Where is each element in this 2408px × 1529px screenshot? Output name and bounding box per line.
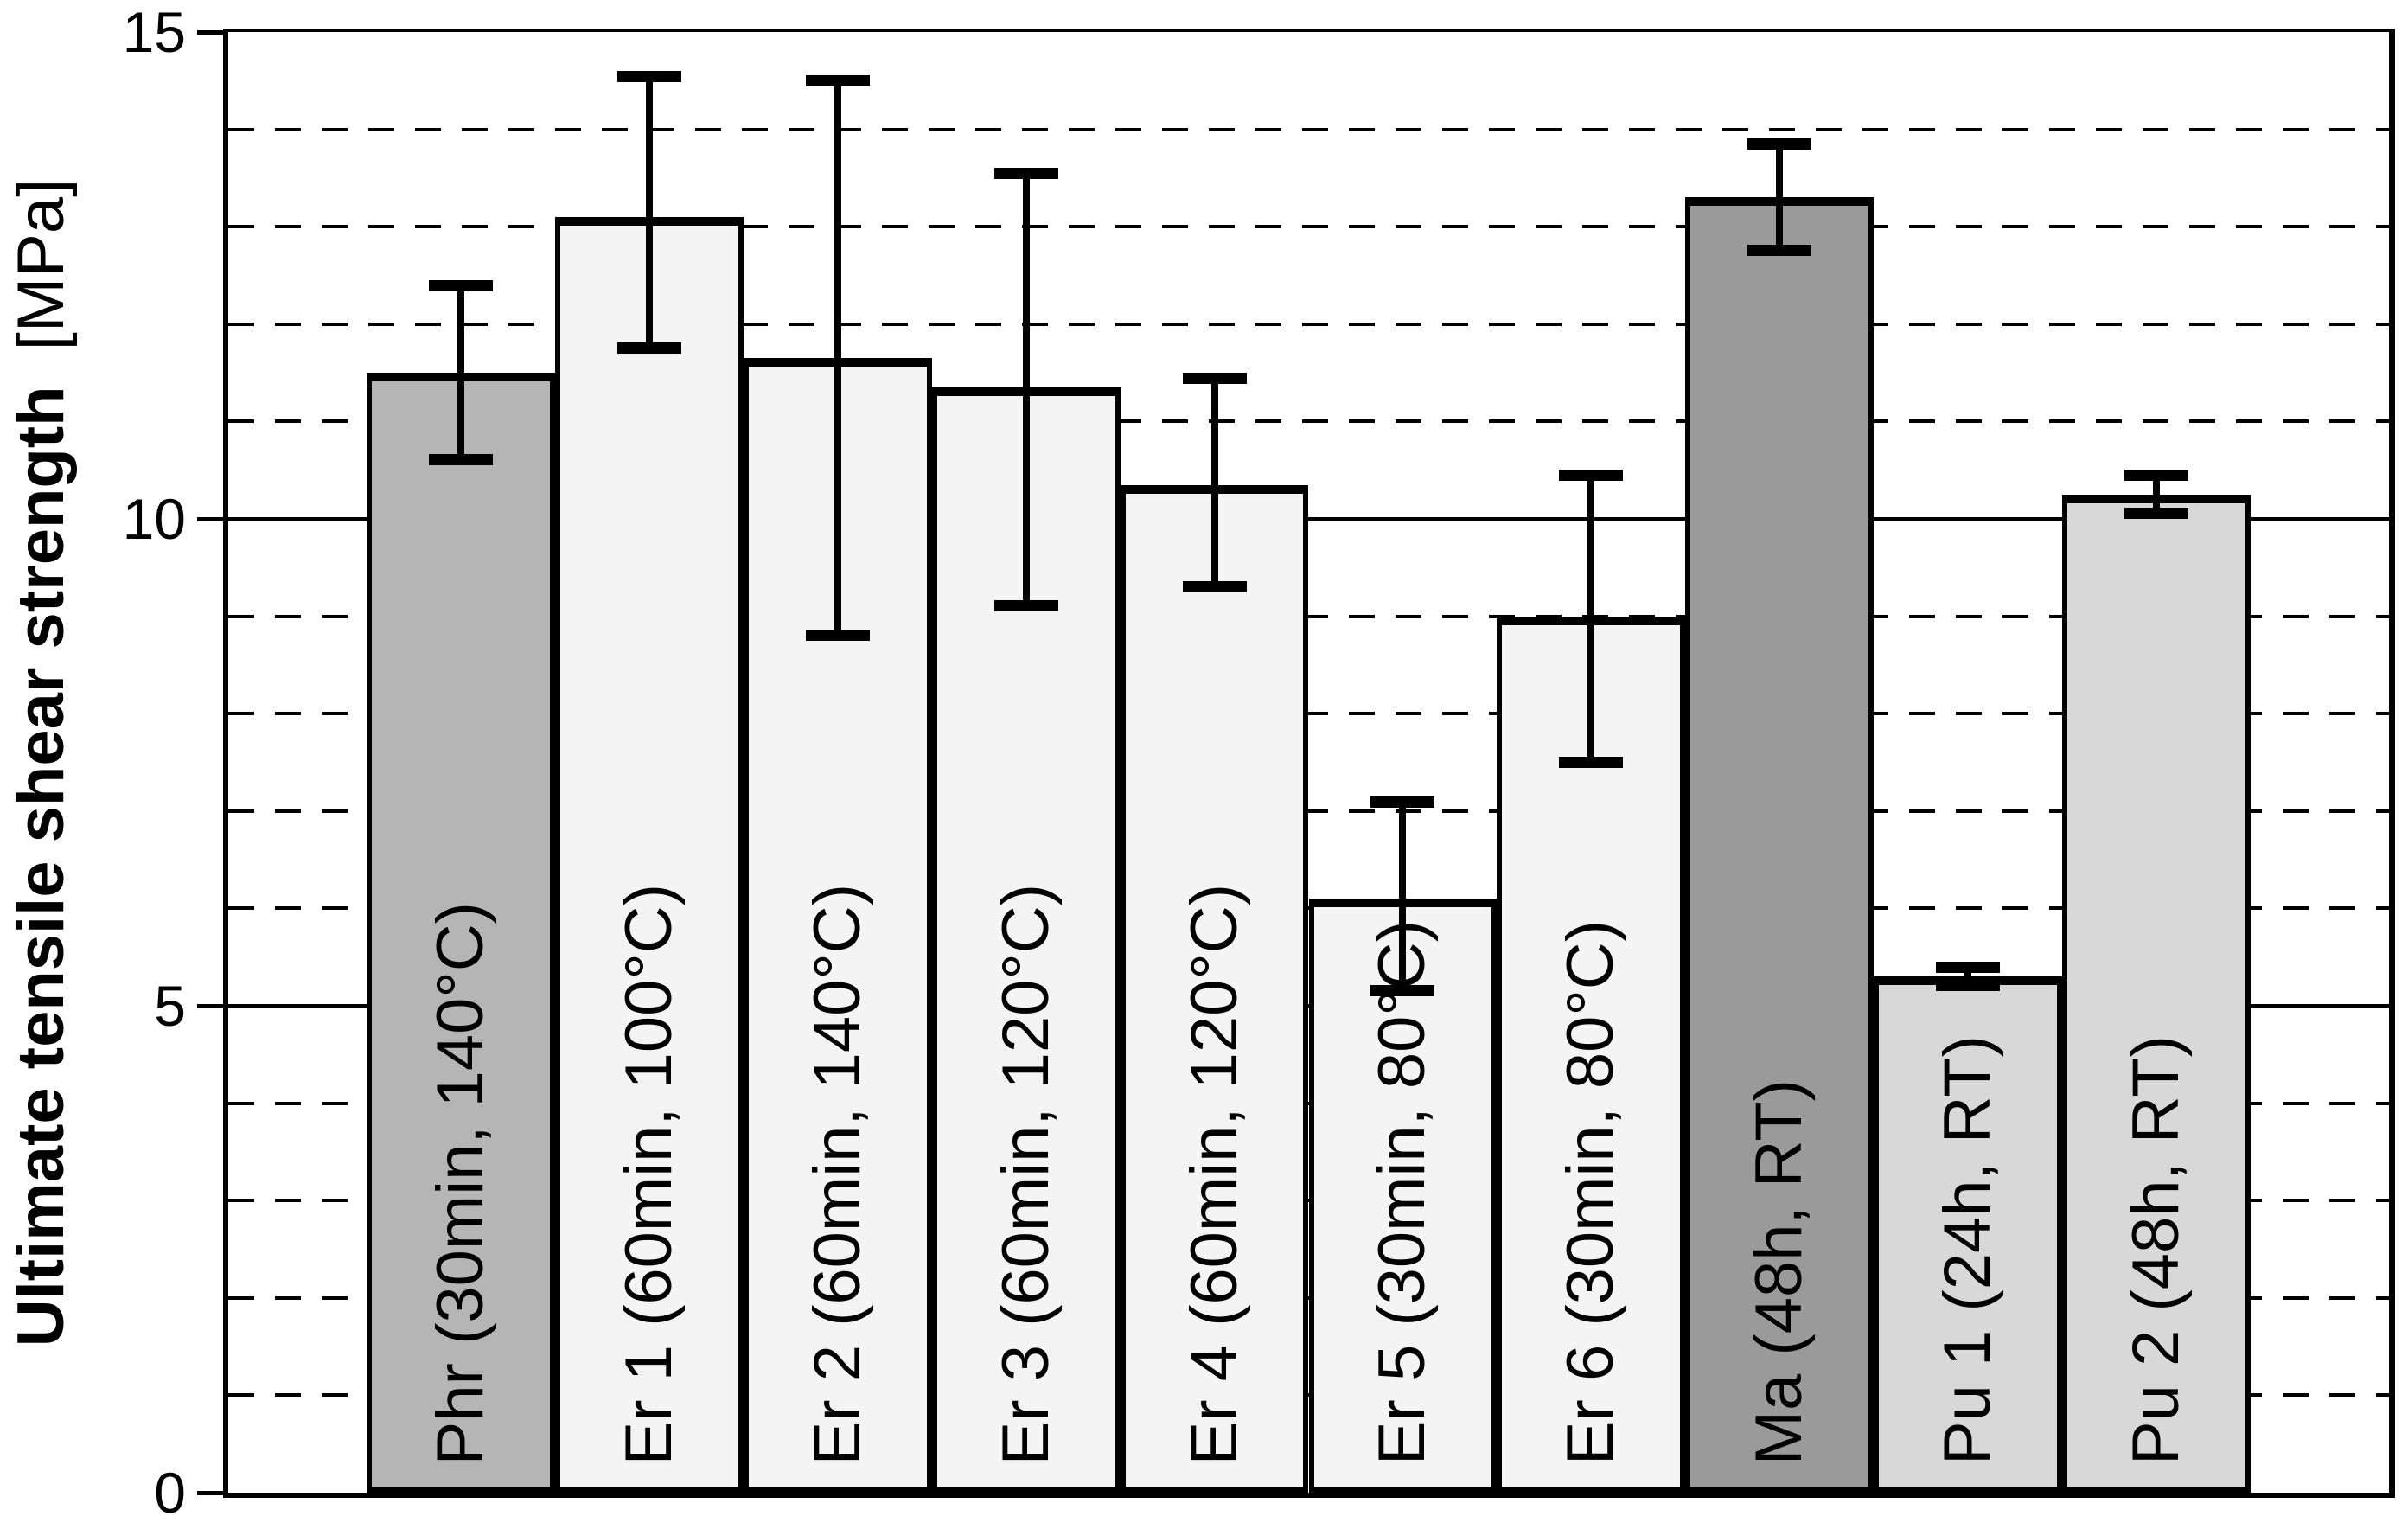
error-bar-line	[1210, 377, 1218, 587]
error-bar-cap-top	[1747, 138, 1812, 150]
bar-label-wrap: Er 1 (60min, 100°C)	[560, 884, 738, 1465]
y-tick-label-5: 5	[154, 974, 186, 1038]
error-bar-cap-top	[1182, 372, 1247, 384]
y-tick-label-15: 15	[122, 0, 186, 64]
bar-label: Ma (48h, RT)	[1742, 1078, 1817, 1465]
error-bar-line	[1964, 966, 1972, 987]
y-axis-title: Ultimate tensile shear strength [MPa]	[4, 179, 78, 1347]
error-bar-cap-top	[1936, 961, 2001, 973]
gridline-dashed-7	[228, 809, 2389, 813]
error-bar-cap-bottom	[2124, 508, 2189, 520]
y-axis-unit-label: [MPa]	[4, 178, 78, 351]
bar-label: Er 6 (30min, 80°C)	[1554, 919, 1628, 1465]
gridline-dashed-8	[228, 712, 2389, 716]
gridline-solid-10	[228, 517, 2389, 521]
error-bar-cap-bottom	[616, 342, 681, 354]
y-tick-label-0: 0	[154, 1461, 186, 1525]
bar-label-wrap: Phr (30min, 140°C)	[372, 902, 550, 1465]
error-bar-cap-top	[993, 168, 1058, 180]
gridline-dashed-13	[228, 225, 2389, 229]
y-tick-mark-15	[197, 30, 223, 35]
bar-label: Phr (30min, 140°C)	[423, 901, 497, 1465]
error-bar-cap-bottom	[1747, 245, 1812, 257]
bar-label-wrap: Ma (48h, RT)	[1690, 1079, 1868, 1465]
gridline-dashed-11	[228, 419, 2389, 424]
gridline-dashed-14	[228, 127, 2389, 131]
bar-label-wrap: Pu 2 (48h, RT)	[2067, 1035, 2245, 1465]
bar: Er 4 (60min, 120°C)	[1120, 484, 1309, 1493]
bar-label: Er 3 (60min, 120°C)	[988, 883, 1063, 1465]
error-bar-line	[1399, 801, 1407, 992]
bar: Pu 1 (24h, RT)	[1874, 976, 2063, 1493]
bar-label-wrap: Er 2 (60min, 140°C)	[749, 884, 927, 1465]
bar: Ma (48h, RT)	[1685, 197, 1875, 1493]
bar: Er 1 (60min, 100°C)	[554, 216, 744, 1493]
error-bar-cap-top	[1559, 470, 1624, 482]
error-bar-cap-bottom	[428, 454, 493, 466]
error-bar-line	[457, 285, 464, 461]
error-bar-line	[2153, 475, 2161, 515]
error-bar-line	[1022, 173, 1030, 607]
error-bar-cap-bottom	[1370, 985, 1435, 997]
error-bar-line	[645, 75, 653, 349]
y-tick-mark-5	[197, 1004, 223, 1008]
error-bar-cap-bottom	[1559, 756, 1624, 768]
error-bar-cap-bottom	[1182, 580, 1247, 592]
bar-label-wrap: Er 3 (60min, 120°C)	[937, 884, 1115, 1465]
error-bar-cap-top	[1370, 796, 1435, 808]
bar-label: Er 1 (60min, 100°C)	[611, 883, 686, 1465]
gridline-dashed-9	[228, 614, 2389, 618]
bar-label: Pu 2 (48h, RT)	[2119, 1034, 2194, 1465]
y-tick-mark-10	[197, 517, 223, 521]
y-tick-mark-0	[197, 1491, 223, 1495]
error-bar-line	[1587, 475, 1595, 763]
error-bar-cap-top	[805, 75, 870, 87]
error-bar-cap-top	[2124, 470, 2189, 482]
bar: Pu 2 (48h, RT)	[2062, 494, 2251, 1493]
bar-label: Pu 1 (24h, RT)	[1931, 1034, 2005, 1465]
error-bar-cap-bottom	[993, 600, 1058, 612]
plot-area: Phr (30min, 140°C) Er 1 (60min, 100°C) Er …	[223, 29, 2395, 1498]
bar-label-wrap: Er 4 (60min, 120°C)	[1126, 884, 1304, 1465]
bar-label: Er 2 (60min, 140°C)	[800, 883, 874, 1465]
bar-label-wrap: Er 5 (30min, 80°C)	[1314, 920, 1492, 1465]
bar: Phr (30min, 140°C)	[367, 373, 555, 1493]
bar-label-wrap: Pu 1 (24h, RT)	[1879, 1035, 2057, 1465]
gridline-dashed-12	[228, 322, 2389, 326]
y-tick-label-10: 10	[122, 487, 186, 551]
bar-label: Er 5 (30min, 80°C)	[1365, 919, 1440, 1465]
error-bar-line	[834, 80, 841, 637]
error-bar-cap-top	[428, 279, 493, 291]
bar-label-wrap: Er 6 (30min, 80°C)	[1502, 920, 1680, 1465]
error-bar-cap-bottom	[1936, 980, 2001, 992]
error-bar-line	[1776, 144, 1784, 252]
y-axis-title-text: Ultimate tensile shear strength	[4, 386, 78, 1347]
bar-label: Er 4 (60min, 120°C)	[1177, 883, 1251, 1465]
error-bar-cap-top	[616, 70, 681, 82]
error-bar-cap-bottom	[805, 630, 870, 642]
